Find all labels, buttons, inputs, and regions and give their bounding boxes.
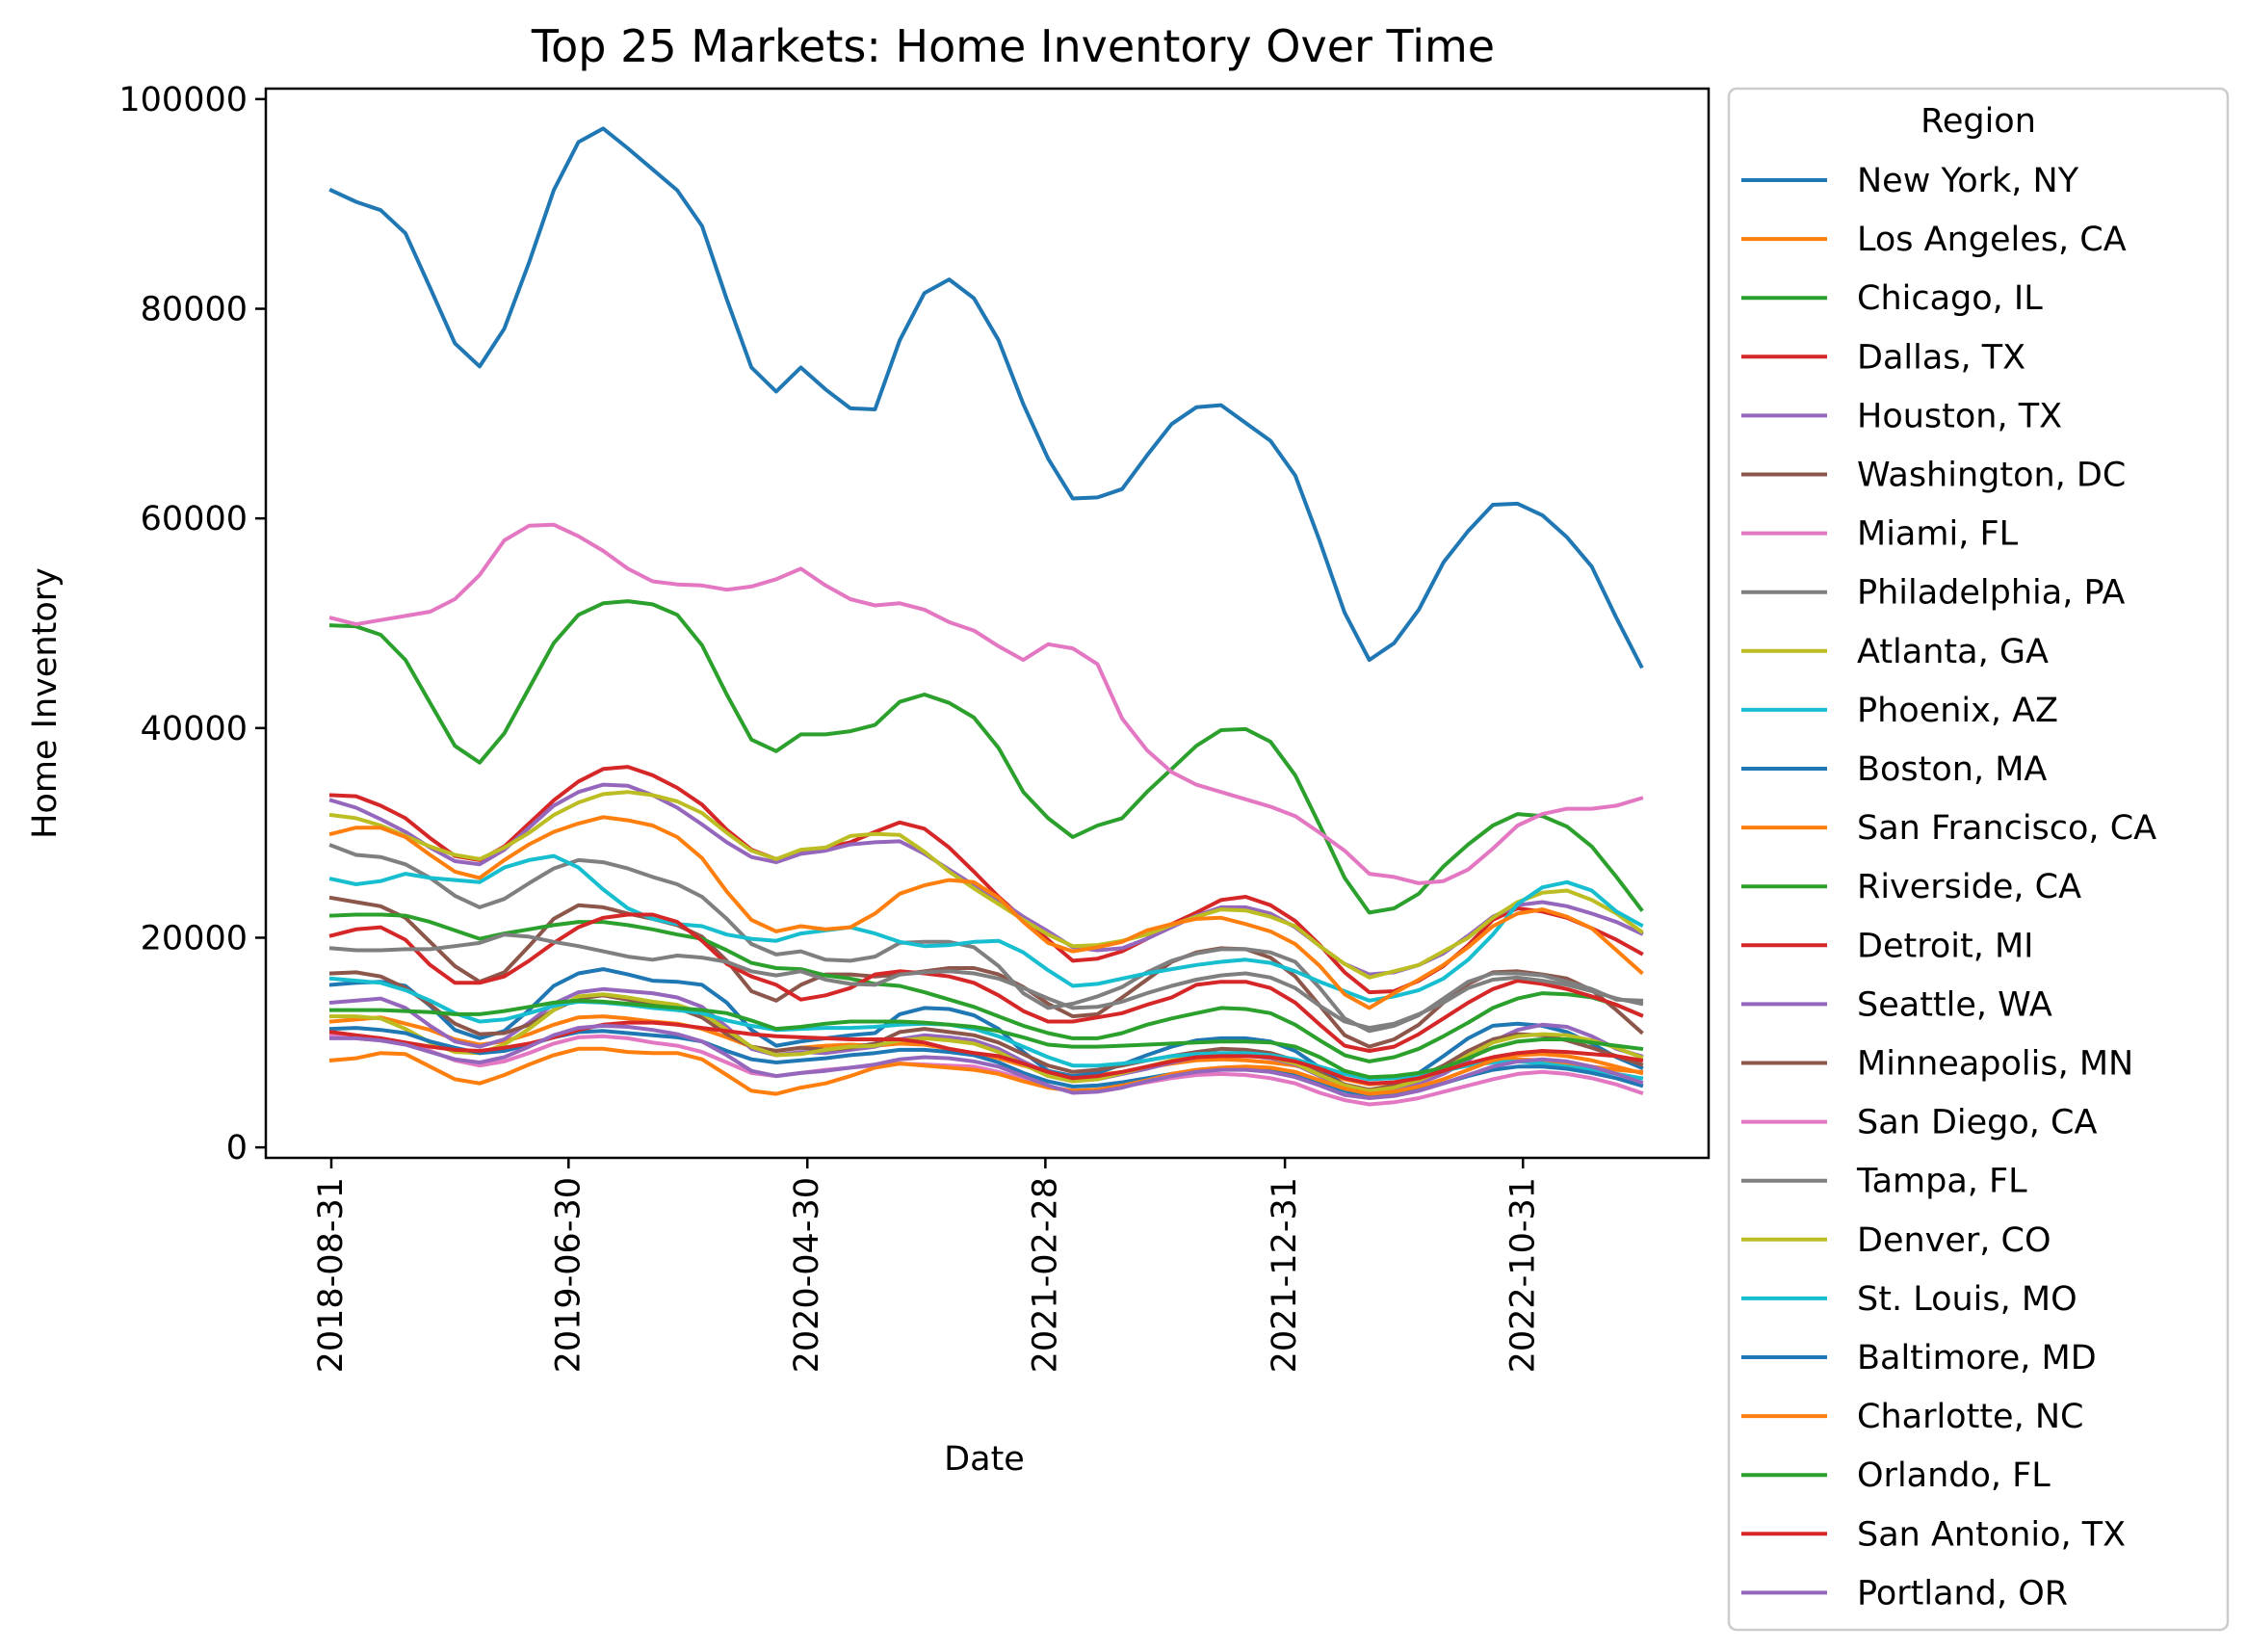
legend-label: Philadelphia, PA	[1857, 574, 2125, 613]
legend-item: Tampa, FL	[1741, 1163, 2027, 1201]
legend-item: Washington, DC	[1741, 457, 2126, 495]
legend-label: Tampa, FL	[1856, 1163, 2027, 1201]
legend-item: San Diego, CA	[1741, 1104, 2098, 1142]
y-axis: 0 20000 40000 60000 80000 100000	[118, 81, 266, 1167]
x-axis-label: Date	[944, 1440, 1025, 1479]
series-line	[328, 1033, 1644, 1107]
legend-label: Seattle, WA	[1857, 985, 2052, 1024]
legend-label: Atlanta, GA	[1857, 633, 2049, 671]
plot-lines	[328, 126, 1644, 1107]
legend-item: Denver, CO	[1741, 1221, 2051, 1260]
legend-label: Miami, FL	[1857, 515, 2019, 554]
legend-label: Portland, OR	[1857, 1574, 2068, 1613]
legend-item: Phoenix, AZ	[1741, 692, 2058, 730]
series-line	[328, 1046, 1644, 1096]
legend-item: Boston, MA	[1741, 750, 2047, 789]
legend-label: Phoenix, AZ	[1857, 692, 2058, 730]
legend-label: San Antonio, TX	[1857, 1515, 2126, 1554]
series-line	[328, 790, 1644, 980]
series-line	[328, 912, 1644, 1053]
legend-item: Minneapolis, MN	[1741, 1045, 2133, 1084]
y-tick-label: 20000	[141, 919, 248, 957]
legend-item: Chicago, IL	[1741, 279, 2043, 318]
legend-label: Detroit, MI	[1857, 927, 2033, 965]
legend-item: Riverside, CA	[1741, 868, 2081, 906]
series-line	[328, 976, 1644, 1082]
series-line	[328, 599, 1644, 915]
legend-item: Los Angeles, CA	[1741, 221, 2127, 259]
legend-label: Riverside, CA	[1857, 868, 2081, 906]
legend-item: Houston, TX	[1741, 397, 2062, 435]
legend-item: St. Louis, MO	[1741, 1280, 2077, 1319]
legend-item: Dallas, TX	[1741, 338, 2025, 377]
legend-item: Philadelphia, PA	[1741, 574, 2125, 613]
legend-item: Miami, FL	[1741, 515, 2019, 554]
y-tick-label: 100000	[118, 81, 248, 119]
legend-item: San Antonio, TX	[1741, 1515, 2126, 1554]
legend-label: Dallas, TX	[1857, 338, 2025, 377]
legend-label: St. Louis, MO	[1857, 1280, 2077, 1319]
legend-item: Portland, OR	[1741, 1574, 2068, 1613]
x-tick-label: 2018-08-31	[312, 1177, 351, 1373]
y-tick-label: 60000	[141, 500, 248, 538]
legend-item: Atlanta, GA	[1741, 633, 2049, 671]
series-line	[329, 998, 1644, 1080]
legend-item: New York, NY	[1741, 162, 2079, 200]
series-line	[329, 1023, 1644, 1100]
x-tick-label: 2021-12-31	[1266, 1177, 1304, 1373]
series-line	[328, 932, 1644, 1031]
legend-label: Denver, CO	[1857, 1221, 2051, 1260]
x-tick-label: 2021-02-28	[1026, 1177, 1064, 1373]
legend-label: Minneapolis, MN	[1857, 1045, 2133, 1084]
x-axis: 2018-08-31 2019-06-30 2020-04-30 2021-02-28…	[312, 1158, 1542, 1373]
legend-label: Washington, DC	[1857, 457, 2126, 495]
legend-title: Region	[1920, 102, 2036, 141]
series-line	[328, 522, 1644, 885]
chart-title: Top 25 Markets: Home Inventory Over Time	[531, 20, 1495, 72]
legend-item: Baltimore, MD	[1741, 1339, 2097, 1377]
series-line	[328, 895, 1644, 1049]
legend-label: Los Angeles, CA	[1857, 221, 2127, 259]
legend-label: Boston, MA	[1857, 750, 2047, 789]
legend-label: Chicago, IL	[1857, 279, 2043, 318]
x-tick-label: 2022-10-31	[1503, 1177, 1542, 1373]
y-axis-label: Home Inventory	[26, 567, 65, 839]
legend-label: Baltimore, MD	[1857, 1339, 2097, 1377]
legend-item: Detroit, MI	[1741, 927, 2033, 965]
legend-frame	[1727, 87, 2230, 1632]
x-tick-label: 2020-04-30	[788, 1177, 826, 1373]
legend-item: Charlotte, NC	[1741, 1398, 2083, 1436]
y-tick-label: 0	[226, 1129, 248, 1167]
legend-label: Houston, TX	[1857, 397, 2062, 435]
legend-item: San Francisco, CA	[1741, 809, 2156, 848]
legend-label: Orlando, FL	[1857, 1456, 2051, 1495]
legend-label: New York, NY	[1857, 162, 2079, 200]
legend-label: Charlotte, NC	[1857, 1398, 2083, 1436]
legend-label: San Diego, CA	[1857, 1104, 2098, 1142]
y-tick-label: 80000	[141, 291, 248, 329]
legend: Region New York, NY Los Angeles, CA Chicag…	[1727, 87, 2230, 1632]
x-tick-label: 2019-06-30	[549, 1177, 588, 1373]
series-line	[328, 126, 1644, 669]
series-line	[328, 853, 1644, 1003]
series-line	[328, 815, 1644, 1010]
plot-frame	[264, 87, 1711, 1160]
series-line	[328, 912, 1644, 1063]
legend-item: Orlando, FL	[1741, 1456, 2051, 1495]
y-tick-label: 40000	[141, 710, 248, 748]
legend-item: Seattle, WA	[1741, 985, 2052, 1024]
legend-label: San Francisco, CA	[1857, 809, 2156, 848]
